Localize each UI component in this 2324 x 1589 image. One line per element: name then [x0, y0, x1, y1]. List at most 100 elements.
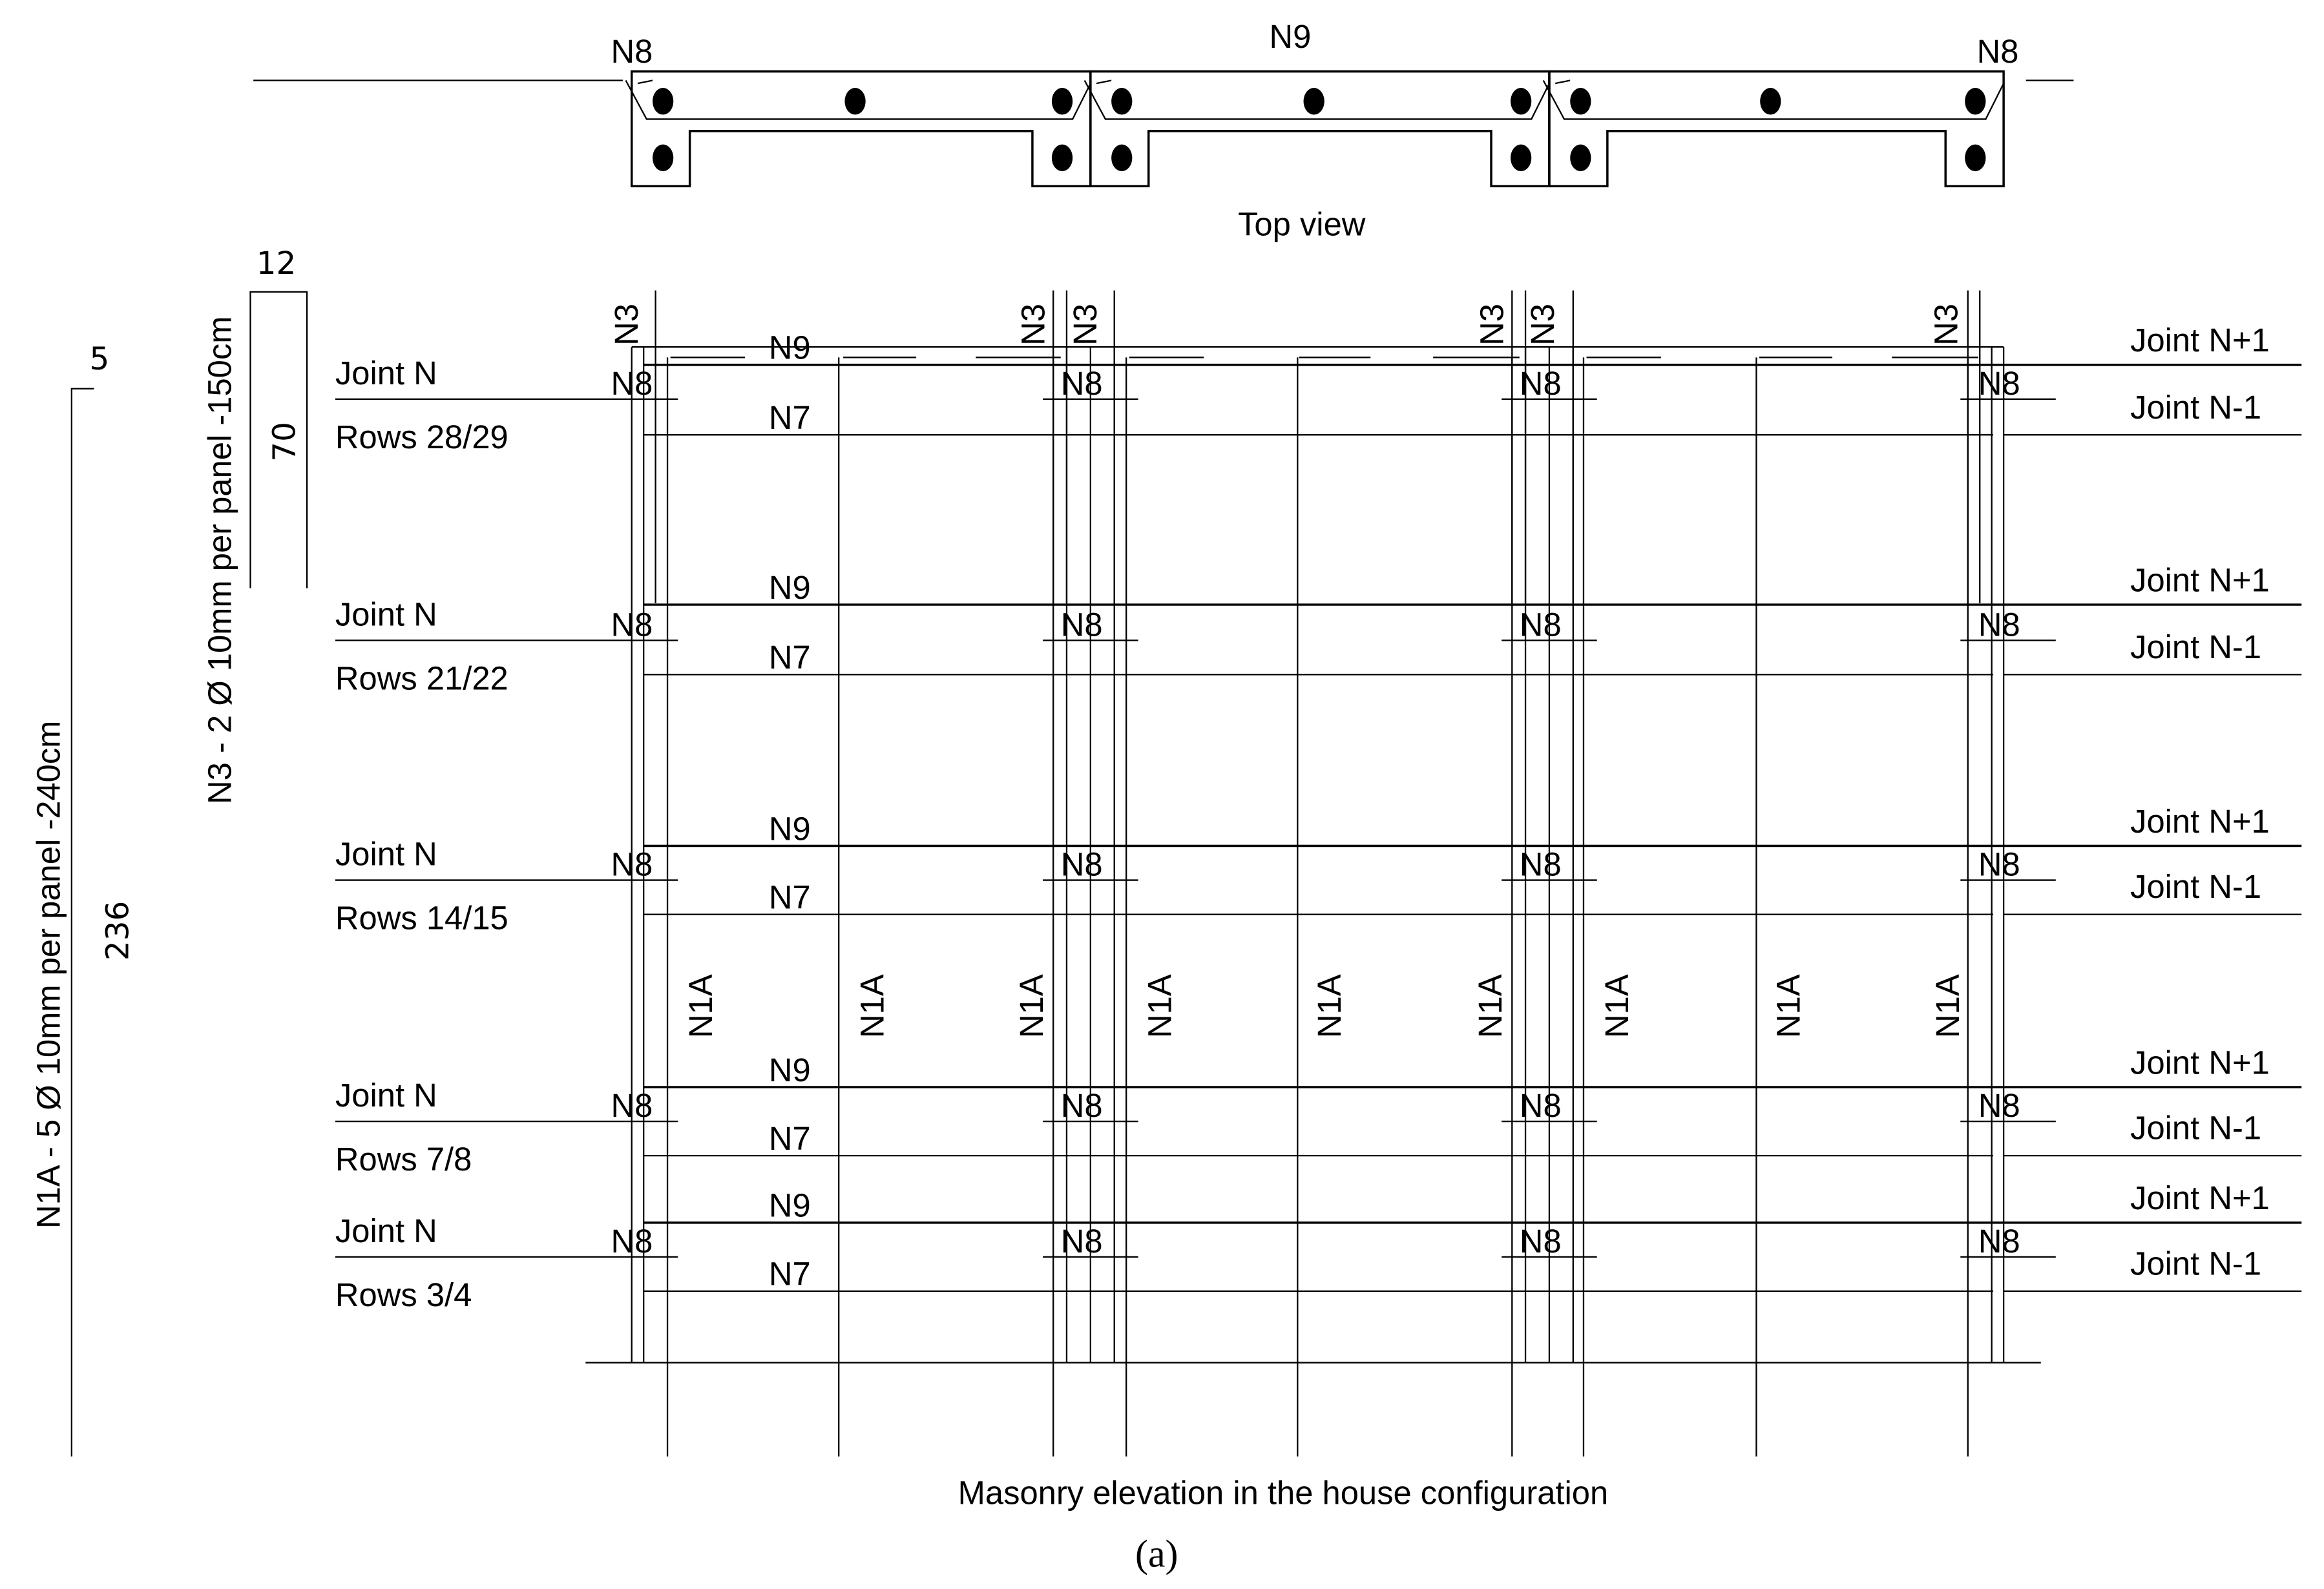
n1a-hook-dim: 5: [90, 341, 110, 377]
row-range-label: Rows 7/8: [335, 1141, 472, 1178]
dimension-annotations: N3 - 2 Ø 10mm per panel -150cm 12 70 N1A…: [30, 245, 308, 1457]
n8-label: N8: [611, 1087, 653, 1124]
n8-label: N8: [611, 1223, 653, 1260]
rebar-dot: [1051, 144, 1073, 172]
n8-label: N8: [1061, 606, 1103, 643]
top-view-stirrup-n9: [1542, 79, 2005, 120]
top-view-block: [1548, 70, 2005, 187]
top-view-block: [1089, 70, 1551, 187]
n8-label: N8: [611, 846, 653, 883]
n8-label: N8: [1978, 846, 2020, 883]
figure-label: (a): [1135, 1532, 1178, 1575]
masonry-elevation: Joint N Rows 28/29 Joint N+1 Joint N-1 N9 N7 N…: [335, 290, 2302, 1457]
top-label-n9: N9: [1269, 18, 1311, 55]
n9-label: N9: [769, 810, 811, 847]
row-range-label: Rows 28/29: [335, 419, 508, 455]
n7-label: N7: [769, 399, 811, 436]
rebar-dot: [653, 144, 674, 172]
n8-label: N8: [1061, 365, 1103, 402]
n3-label: N3: [1067, 304, 1104, 346]
n7-label: N7: [769, 1120, 811, 1157]
n8-label: N8: [1978, 365, 2020, 402]
n8-label: N8: [1520, 365, 1562, 402]
n3-label: N3: [1473, 304, 1510, 346]
rebar-dot: [1965, 144, 1986, 172]
row-joint-label: Joint N: [335, 596, 437, 632]
right-joint-n-minus-1-label: Joint N-1: [2130, 1110, 2261, 1147]
n7-label: N7: [769, 878, 811, 915]
n9-label: N9: [769, 569, 811, 606]
n3-width-dim: 12: [256, 245, 297, 282]
rebar-dot: [1510, 144, 1532, 172]
n9-label: N9: [769, 1187, 811, 1224]
n1a-label: N1A: [1141, 974, 1178, 1038]
rebar-dot: [1570, 144, 1591, 172]
top-view-stirrup-n9: [625, 79, 1091, 120]
n7-label: N7: [769, 639, 811, 676]
rebar-dot: [1570, 88, 1591, 115]
n9-label: N9: [769, 1052, 811, 1088]
n8-label: N8: [1061, 846, 1103, 883]
right-joint-n-plus-1-label: Joint N+1: [2130, 561, 2270, 598]
row-range-label: Rows 21/22: [335, 659, 508, 696]
n8-label: N8: [1520, 1087, 1562, 1124]
n8-label: N8: [611, 365, 653, 402]
right-joint-n-minus-1-label: Joint N-1: [2130, 628, 2261, 665]
n3-length-dim: 70: [267, 422, 303, 462]
n8-label: N8: [1520, 846, 1562, 883]
n1a-label: N1A: [1598, 974, 1635, 1038]
n8-label: N8: [1520, 606, 1562, 643]
rebar-dot: [1510, 88, 1532, 115]
right-joint-n-minus-1-label: Joint N-1: [2130, 868, 2261, 905]
n1a-label: N1A: [1311, 974, 1348, 1038]
row-range-label: Rows 3/4: [335, 1276, 472, 1313]
n3-label: N3: [1928, 304, 1965, 346]
rebar-dot: [844, 88, 866, 115]
rebar-dot: [1965, 88, 1986, 115]
n1a-spec: N1A - 5 Ø 10mm per panel -240cm: [30, 721, 67, 1229]
n1a-label: N1A: [1472, 974, 1509, 1038]
n1a-label: N1A: [682, 974, 719, 1038]
rebar-dot: [1111, 144, 1133, 172]
n3-spec: N3 - 2 Ø 10mm per panel -150cm: [202, 317, 238, 804]
top-view-caption: Top view: [1238, 205, 1366, 242]
n3-label: N3: [1014, 304, 1051, 346]
top-view-block: [631, 70, 1092, 187]
top-view-stirrup-n9: [1083, 79, 1550, 120]
n8-label: N8: [1061, 1087, 1103, 1124]
n3-label: N3: [608, 304, 645, 346]
n8-label: N8: [1520, 1223, 1562, 1260]
n1a-label: N1A: [1770, 974, 1806, 1038]
right-joint-n-plus-1-label: Joint N+1: [2130, 1044, 2270, 1081]
row-range-label: Rows 14/15: [335, 900, 508, 937]
right-joint-n-plus-1-label: Joint N+1: [2130, 1179, 2270, 1216]
rebar-dot: [1111, 88, 1133, 115]
n1a-bar-shape: [70, 388, 94, 1457]
row-joint-label: Joint N: [335, 1212, 437, 1249]
n1a-label: N1A: [1013, 974, 1050, 1038]
n9-label: N9: [769, 329, 811, 366]
n1a-label: N1A: [1929, 974, 1966, 1038]
n8-label: N8: [1061, 1223, 1103, 1260]
right-joint-n-plus-1-label: Joint N+1: [2130, 322, 2270, 358]
rebar-dot: [1303, 88, 1324, 115]
n3-label: N3: [1524, 304, 1561, 346]
n1a-label: N1A: [853, 974, 890, 1038]
n1a-length-dim: 236: [99, 901, 136, 961]
n8-label: N8: [611, 606, 653, 643]
right-joint-n-minus-1-label: Joint N-1: [2130, 389, 2261, 426]
n8-label: N8: [1978, 1223, 2020, 1260]
top-view: N8 N9 N8 Top view: [253, 18, 2074, 242]
top-label-n8-left: N8: [611, 33, 653, 70]
rebar-dot: [1760, 88, 1781, 115]
row-joint-label: Joint N: [335, 355, 437, 391]
right-joint-n-plus-1-label: Joint N+1: [2130, 803, 2270, 840]
n3-bar-shape: [249, 291, 308, 588]
row-joint-label: Joint N: [335, 836, 437, 873]
row-joint-label: Joint N: [335, 1077, 437, 1114]
elevation-caption: Masonry elevation in the house configura…: [958, 1475, 1609, 1511]
n8-label: N8: [1978, 606, 2020, 643]
right-joint-n-minus-1-label: Joint N-1: [2130, 1245, 2261, 1282]
